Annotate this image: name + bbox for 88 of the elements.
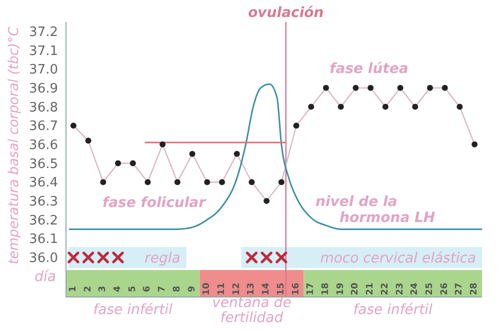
x-tick-label: 10	[202, 282, 212, 296]
point	[442, 84, 448, 91]
annotation: fase lútea	[330, 61, 408, 77]
x-tick-label: 8	[172, 286, 182, 292]
point	[234, 150, 240, 157]
x-tick-label: 19	[336, 282, 346, 296]
x-tick-label: 16	[291, 282, 302, 296]
x-tick-label: 6	[142, 286, 153, 292]
point	[293, 122, 300, 129]
point	[204, 179, 210, 186]
point	[82, 252, 94, 264]
point	[246, 252, 258, 264]
point	[276, 252, 288, 264]
x-tick-label: 25	[425, 282, 435, 296]
y-tick-label: 36.6	[29, 138, 58, 154]
y-tick-label: 37.1	[29, 44, 58, 59]
point	[278, 179, 284, 186]
point	[248, 179, 255, 186]
band-label: moco cervical elástica	[320, 250, 476, 266]
point	[472, 141, 478, 148]
point	[115, 160, 121, 166]
point	[397, 84, 404, 91]
x-tick-label: 7	[158, 286, 168, 292]
point	[368, 84, 374, 91]
point	[308, 104, 314, 110]
x-tick-label: 1	[68, 286, 78, 292]
point	[85, 138, 92, 144]
x-tick-label: 3	[98, 286, 108, 292]
point	[100, 179, 106, 186]
x-tick-label: 22	[380, 282, 390, 296]
y-tick-label: 36.5	[29, 156, 58, 172]
band-label: regla	[144, 250, 180, 266]
annotation: fase folicular	[102, 195, 207, 211]
x-tick-label: 14	[262, 282, 272, 296]
x-tick-label: 26	[440, 282, 450, 296]
point	[352, 84, 359, 91]
point	[189, 150, 196, 157]
point	[174, 179, 180, 186]
x-tick-label: 21	[366, 282, 376, 296]
x-tick-label: 20	[350, 282, 361, 296]
ref-line-label: ovulación	[248, 5, 324, 21]
x-tick-label: 15	[276, 282, 286, 296]
x-tick-label: 28	[470, 282, 480, 296]
point	[264, 198, 270, 204]
point	[427, 84, 433, 91]
point	[68, 252, 80, 264]
x-tick-label: 17	[306, 282, 316, 296]
point	[97, 252, 109, 264]
point	[323, 84, 329, 91]
x-tick-label: 9	[187, 286, 198, 292]
point	[70, 122, 76, 129]
point	[160, 141, 166, 148]
point	[456, 104, 463, 110]
point	[382, 104, 388, 110]
x-tick-label: 4	[113, 286, 123, 292]
x-tick-label: 11	[217, 282, 227, 296]
y-tick-label: 36.9	[29, 82, 58, 97]
x-tick-label: 24	[410, 282, 420, 296]
y-tick-label: 37.2	[29, 25, 58, 40]
point	[130, 160, 136, 166]
y-tick-label: 36.2	[29, 213, 58, 228]
band-label: fase infértil	[353, 302, 433, 318]
band-label: ventana de fertilidad	[212, 295, 292, 326]
point	[112, 252, 124, 264]
y-tick-label: 36.1	[29, 232, 58, 248]
point	[144, 179, 151, 186]
band-label: fase infértil	[93, 302, 173, 318]
y-tick-label: 36.8	[29, 100, 58, 116]
x-axis-title: día	[34, 269, 56, 285]
y-tick-label: 36.7	[29, 119, 58, 134]
y-tick-label: 36.4	[29, 176, 58, 191]
y-axis-title: temperatura basal corporal (tbc)°C	[6, 26, 22, 264]
x-tick-label: 18	[321, 282, 331, 296]
x-tick-label: 2	[83, 286, 94, 292]
x-tick-label: 12	[232, 282, 242, 296]
point	[338, 104, 344, 110]
point	[412, 104, 418, 110]
x-tick-label: 27	[454, 282, 465, 296]
y-tick-label: 37.0	[29, 62, 58, 78]
point	[219, 179, 225, 186]
y-tick-label: 36.0	[29, 251, 58, 266]
x-tick-label: 5	[128, 286, 138, 292]
line-series	[68, 83, 482, 230]
y-tick-label: 36.3	[29, 194, 58, 210]
point	[260, 252, 272, 264]
series-label: nivel de la hormona LH	[316, 194, 436, 226]
x-tick-label: 23	[395, 282, 406, 296]
x-tick-label: 13	[246, 282, 257, 296]
